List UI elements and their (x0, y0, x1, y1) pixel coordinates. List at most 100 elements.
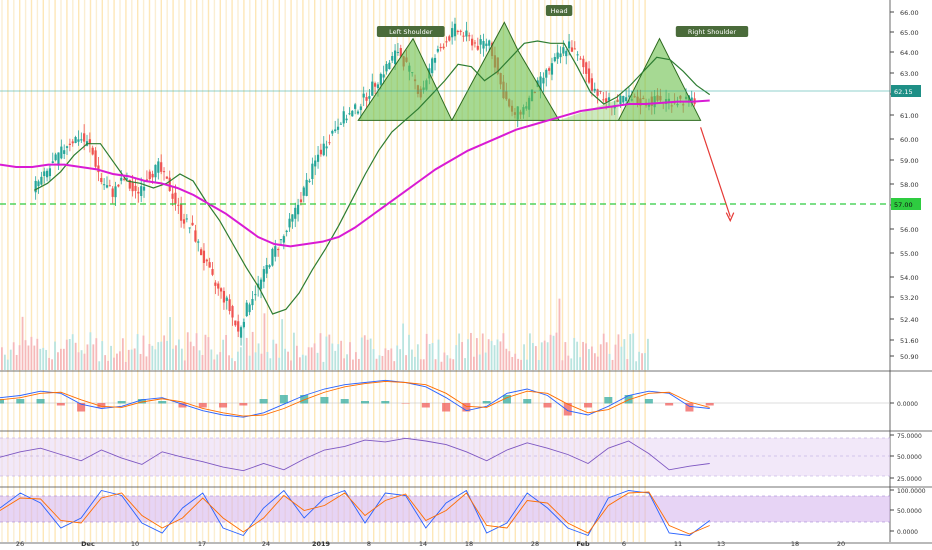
volume-bar (237, 351, 239, 370)
candle-body (137, 191, 140, 194)
candle-body (296, 204, 300, 215)
candle-body (556, 52, 559, 59)
volume-bar (493, 345, 496, 370)
candle-body (354, 104, 357, 109)
candle-body (271, 248, 274, 266)
candle-body (262, 269, 265, 282)
volume-bar (393, 361, 396, 370)
volume-bar (431, 342, 434, 370)
candle-body (259, 279, 263, 289)
candle-body (576, 54, 579, 56)
volume-bar (222, 339, 225, 370)
candle-body (396, 51, 400, 53)
volume-bar (136, 334, 139, 370)
candle-body (265, 265, 268, 274)
price-tick-label: 64.00 (900, 49, 919, 57)
candle-body (459, 30, 462, 32)
macd-histogram-bar (685, 403, 694, 412)
volume-bar (195, 333, 198, 370)
price-tick-label: 58.00 (900, 181, 919, 189)
time-tick-label: 8 (367, 540, 371, 548)
candle-body (268, 265, 271, 268)
volume-bar (257, 343, 260, 370)
candle-body (71, 141, 74, 144)
candle-body (302, 187, 305, 196)
candle-body (622, 95, 625, 103)
volume-bar (154, 349, 157, 370)
candle-body (311, 163, 314, 180)
volume-bar (12, 342, 15, 370)
candle-body (348, 113, 351, 115)
macd-histogram-bar (178, 403, 187, 408)
macd-histogram-bar (239, 403, 248, 406)
candle-body (191, 222, 194, 226)
candle-body (619, 95, 622, 105)
rsi-band (0, 438, 890, 476)
volume-bar (313, 343, 316, 370)
candle-body (368, 96, 371, 99)
volume-bar (508, 351, 511, 370)
volume-bar (160, 341, 163, 370)
candle-body (445, 41, 448, 43)
candle-body (465, 30, 468, 37)
volume-bar (396, 345, 399, 370)
volume-bar (340, 340, 343, 370)
volume-bar (287, 351, 289, 370)
volume-bar (623, 339, 626, 370)
candle-body (319, 149, 323, 155)
volume-bar (130, 349, 133, 370)
candle-body (182, 219, 186, 224)
volume-bar (337, 344, 340, 370)
volume-bar (9, 349, 12, 370)
candle-body (142, 186, 146, 191)
volume-bar (298, 357, 301, 370)
candle-body (391, 56, 394, 61)
volume-bar (470, 332, 472, 370)
volume-bar (644, 353, 646, 370)
volume-bar (582, 341, 584, 370)
volume-bar (481, 333, 484, 370)
candle-body (83, 133, 86, 142)
candle-body (174, 192, 177, 204)
volume-bar (319, 333, 322, 370)
volume-bar (334, 350, 337, 370)
candle-body (453, 23, 457, 37)
candle-body (550, 63, 554, 75)
candle-body (291, 214, 294, 222)
volume-bar (375, 358, 378, 370)
macd-histogram-bar (442, 403, 451, 412)
candle-body (43, 171, 46, 176)
volume-bar (602, 333, 605, 370)
volume-bar (549, 334, 552, 370)
candle-body (579, 58, 582, 60)
volume-bar (30, 336, 33, 370)
target-label: 57.00 (894, 201, 913, 209)
macd-histogram-bar (604, 397, 613, 404)
volume-bar (48, 357, 50, 370)
annotation-box (545, 5, 573, 16)
indicator-panels: 0.0000 75.0000 50.0000 25.0000 100.0000 50.00… (0, 379, 926, 537)
candle-body (100, 177, 103, 182)
rsi-line (0, 437, 710, 472)
volume-bar (440, 361, 443, 370)
macd-histogram-bar (16, 399, 25, 404)
candle-body (539, 76, 542, 91)
volume-bar (204, 334, 207, 370)
candle-body (114, 186, 117, 198)
volume-bar (499, 341, 502, 370)
volume-bar (151, 345, 154, 370)
volume-bar (605, 342, 608, 370)
candle-body (51, 161, 54, 163)
stoch-axis-bottom-label: 0.0000 (897, 529, 918, 536)
volume-bar (139, 353, 142, 370)
volume-bar (169, 317, 171, 370)
macd-histogram-bar (77, 403, 86, 412)
time-axis: 26 Dec 10 17 24 2019 8 14 18 28 Feb 6 11 13 18 20 (16, 540, 845, 548)
candle-body (294, 207, 297, 219)
candle-body (77, 139, 80, 142)
volume-bar (175, 345, 177, 370)
volume-bar (198, 350, 201, 370)
volume-bar (145, 356, 148, 370)
volume-bar (502, 333, 505, 370)
